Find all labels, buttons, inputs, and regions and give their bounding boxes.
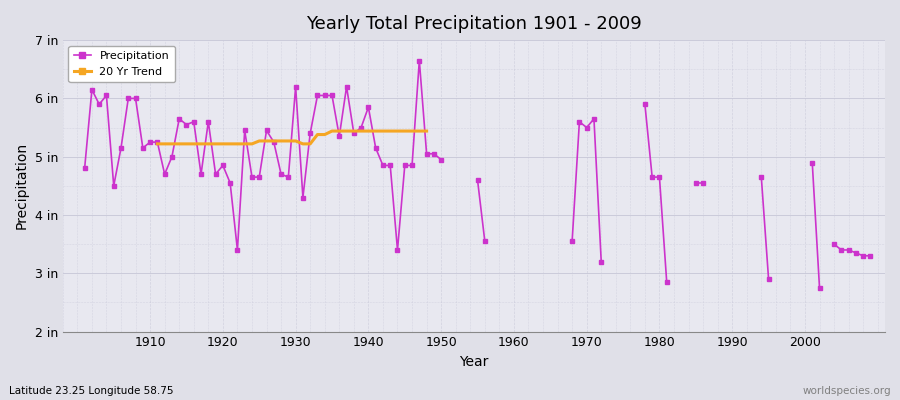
X-axis label: Year: Year [459, 355, 489, 369]
Text: worldspecies.org: worldspecies.org [803, 386, 891, 396]
Title: Yearly Total Precipitation 1901 - 2009: Yearly Total Precipitation 1901 - 2009 [306, 15, 642, 33]
Legend: Precipitation, 20 Yr Trend: Precipitation, 20 Yr Trend [68, 46, 175, 82]
Y-axis label: Precipitation: Precipitation [15, 142, 29, 230]
Text: Latitude 23.25 Longitude 58.75: Latitude 23.25 Longitude 58.75 [9, 386, 174, 396]
